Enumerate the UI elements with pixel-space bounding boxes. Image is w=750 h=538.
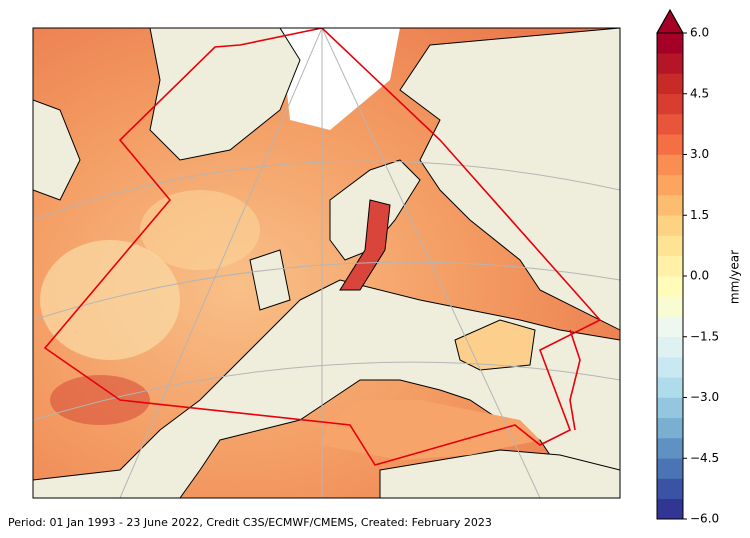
colorbar-label: mm/year — [728, 250, 742, 304]
colorbar-segment — [657, 357, 683, 378]
colorbar-segment — [657, 316, 683, 338]
sea-patch — [50, 375, 150, 425]
colorbar-segment — [657, 73, 683, 95]
colorbar-tick-label: 1.5 — [690, 208, 709, 222]
colorbar-frame — [656, 8, 684, 520]
map — [33, 28, 620, 498]
colorbar-tick-label: −4.5 — [690, 451, 719, 465]
colorbar-segment — [657, 33, 683, 54]
sea-patch — [140, 190, 260, 270]
region-outline — [43, 28, 602, 466]
colorbar-segment — [657, 114, 683, 135]
colorbar-segment — [657, 276, 683, 297]
colorbar-segment — [657, 397, 683, 419]
colorbar-segment — [657, 417, 683, 439]
colorbar-segment — [657, 255, 683, 277]
colorbar-tick-label: −6.0 — [690, 512, 719, 526]
baltic — [339, 199, 391, 291]
region-outline — [569, 329, 581, 431]
colorbar-segment — [657, 215, 683, 236]
colorbar-segment — [657, 336, 683, 358]
colorbar-segment — [657, 438, 683, 459]
footer: Period: 01 Jan 1993 - 23 June 2022, Cred… — [8, 516, 492, 529]
colorbar-segment — [657, 53, 683, 74]
colorbar-segment — [657, 458, 683, 479]
colorbar-segment — [657, 498, 683, 520]
colorbar-segment — [657, 235, 683, 257]
map-frame — [32, 27, 621, 499]
colorbar-segment — [657, 93, 683, 115]
colorbar-tick-label: 0.0 — [690, 269, 709, 283]
colorbar: −6.0 −4.5 −3.0 −1.5 0.0 1.5 3.0 4.5 6.0 — [656, 8, 719, 526]
colorbar-tick-label: 4.5 — [690, 86, 709, 100]
colorbar-segment — [657, 478, 683, 500]
colorbar-tick-label: 6.0 — [690, 26, 709, 40]
sea-patch — [40, 240, 180, 360]
colorbar-segment — [657, 134, 683, 155]
colorbar-segment — [657, 174, 683, 196]
colorbar-segment — [657, 195, 683, 216]
colorbar-extend — [656, 8, 684, 34]
colorbar-tick-label: 3.0 — [690, 147, 709, 161]
colorbar-segment — [657, 377, 683, 398]
colorbar-segment — [657, 154, 683, 176]
colorbar-tick-label: −3.0 — [690, 390, 719, 404]
ice — [280, 28, 400, 130]
colorbar-segment — [657, 296, 683, 317]
mediterranean — [320, 400, 540, 460]
colorbar-tick-label: −1.5 — [690, 329, 719, 343]
